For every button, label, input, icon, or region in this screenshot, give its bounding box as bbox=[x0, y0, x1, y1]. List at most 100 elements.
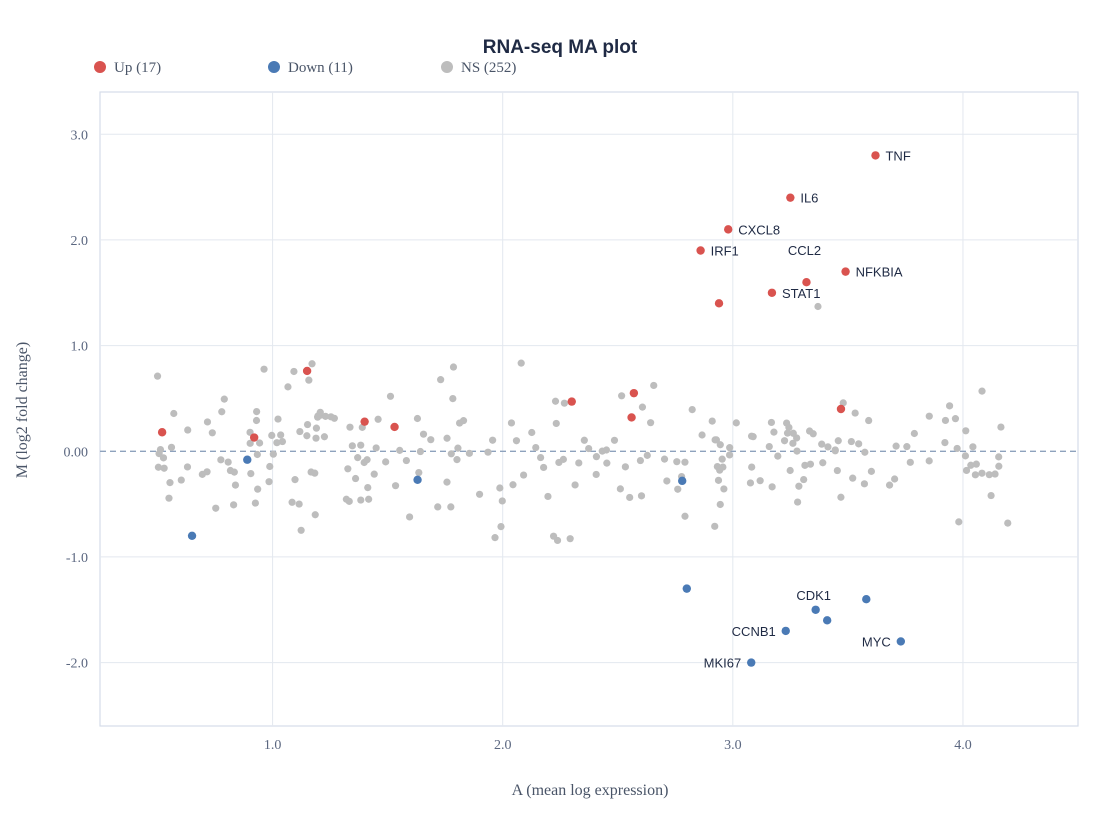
ns-point bbox=[231, 481, 240, 489]
ns-point bbox=[847, 437, 855, 446]
down-point[interactable] bbox=[896, 637, 906, 646]
ns-point bbox=[833, 466, 841, 475]
ns-point bbox=[230, 501, 238, 509]
ns-point bbox=[184, 426, 192, 434]
ns-point bbox=[831, 446, 839, 454]
up-point[interactable] bbox=[871, 151, 880, 160]
legend-item-down[interactable]: Down (11) bbox=[268, 60, 353, 76]
ns-point bbox=[603, 459, 611, 467]
ns-point bbox=[794, 498, 802, 506]
ns-point bbox=[978, 469, 986, 477]
up-point[interactable] bbox=[360, 417, 369, 426]
ns-point bbox=[891, 475, 899, 483]
legend-label-down: Down (11) bbox=[288, 60, 353, 76]
gene-label-ccnb1: CCNB1 bbox=[732, 624, 776, 639]
up-point[interactable] bbox=[767, 288, 777, 297]
down-point[interactable] bbox=[243, 455, 252, 464]
down-point[interactable] bbox=[822, 616, 832, 625]
up-point[interactable] bbox=[836, 404, 846, 414]
ns-point bbox=[716, 500, 724, 509]
ns-point bbox=[660, 455, 669, 463]
ns-point bbox=[405, 513, 414, 521]
ns-point bbox=[517, 359, 525, 367]
ns-point bbox=[560, 399, 568, 407]
up-point[interactable] bbox=[629, 388, 639, 398]
up-point[interactable] bbox=[302, 366, 312, 376]
ns-point bbox=[972, 460, 980, 468]
ns-point bbox=[391, 482, 400, 490]
ns-point bbox=[860, 480, 869, 488]
up-point[interactable] bbox=[786, 193, 795, 202]
ns-point bbox=[419, 430, 428, 438]
up-point[interactable] bbox=[714, 299, 724, 308]
ns-point bbox=[951, 415, 960, 423]
ns-point bbox=[166, 479, 174, 487]
ns-point bbox=[997, 423, 1005, 431]
down-point[interactable] bbox=[682, 584, 691, 593]
up-point[interactable] bbox=[627, 413, 636, 422]
ns-point bbox=[354, 454, 362, 462]
down-point[interactable] bbox=[413, 475, 422, 484]
ns-point bbox=[507, 419, 516, 427]
ns-point bbox=[849, 474, 857, 482]
ns-point bbox=[783, 429, 792, 437]
ns-point bbox=[251, 499, 259, 507]
up-point[interactable] bbox=[249, 433, 259, 442]
ns-point bbox=[153, 372, 162, 380]
legend-item-up[interactable]: Up (17) bbox=[94, 60, 161, 76]
ns-point bbox=[967, 461, 975, 469]
ns-point bbox=[643, 451, 651, 459]
ns-point bbox=[978, 387, 986, 395]
down-point[interactable] bbox=[187, 531, 197, 540]
ns-point bbox=[726, 444, 734, 452]
ns-point bbox=[165, 494, 173, 502]
ns-point bbox=[1004, 519, 1012, 527]
ns-point bbox=[837, 493, 845, 501]
ns-point bbox=[793, 447, 801, 455]
ns-point bbox=[303, 420, 312, 429]
down-point[interactable] bbox=[677, 476, 687, 486]
y-axis-label: M (log2 fold change) bbox=[14, 342, 31, 478]
ns-point bbox=[357, 496, 365, 504]
down-point[interactable] bbox=[747, 658, 756, 667]
ns-point bbox=[867, 467, 875, 475]
ns-point bbox=[497, 522, 505, 531]
down-point[interactable] bbox=[781, 626, 790, 636]
legend-item-ns[interactable]: NS (252) bbox=[441, 60, 516, 76]
ns-point bbox=[674, 485, 682, 493]
down-point[interactable] bbox=[811, 605, 820, 614]
ns-point bbox=[712, 436, 721, 444]
ns-point bbox=[224, 458, 232, 466]
up-point[interactable] bbox=[841, 267, 850, 276]
ns-point bbox=[834, 437, 842, 445]
ns-point bbox=[647, 419, 655, 427]
ns-point bbox=[663, 477, 671, 485]
ns-point bbox=[253, 408, 261, 416]
ns-point bbox=[839, 399, 847, 407]
ns-point bbox=[346, 423, 354, 431]
ns-point bbox=[154, 463, 162, 471]
ns-point bbox=[443, 434, 451, 442]
legend-label-ns: NS (252) bbox=[461, 60, 516, 76]
ns-point bbox=[167, 443, 176, 451]
ns-points bbox=[153, 302, 1012, 545]
up-point[interactable] bbox=[724, 225, 733, 234]
up-point[interactable] bbox=[390, 422, 399, 432]
up-point[interactable] bbox=[802, 278, 811, 287]
ns-point bbox=[303, 432, 311, 440]
up-point[interactable] bbox=[696, 246, 705, 255]
up-point[interactable] bbox=[157, 428, 167, 437]
ns-point bbox=[183, 463, 192, 471]
ns-point bbox=[865, 416, 873, 425]
ns-point bbox=[266, 462, 274, 471]
ns-point bbox=[925, 412, 933, 420]
up-point[interactable] bbox=[567, 397, 576, 406]
ns-point bbox=[489, 436, 497, 444]
ns-point bbox=[459, 417, 468, 425]
ns-point bbox=[544, 492, 552, 501]
down-point[interactable] bbox=[862, 595, 871, 604]
ns-point bbox=[780, 437, 789, 445]
ns-point bbox=[247, 470, 255, 478]
significant-points bbox=[157, 151, 906, 667]
y-tick-label: -2.0 bbox=[66, 657, 88, 672]
